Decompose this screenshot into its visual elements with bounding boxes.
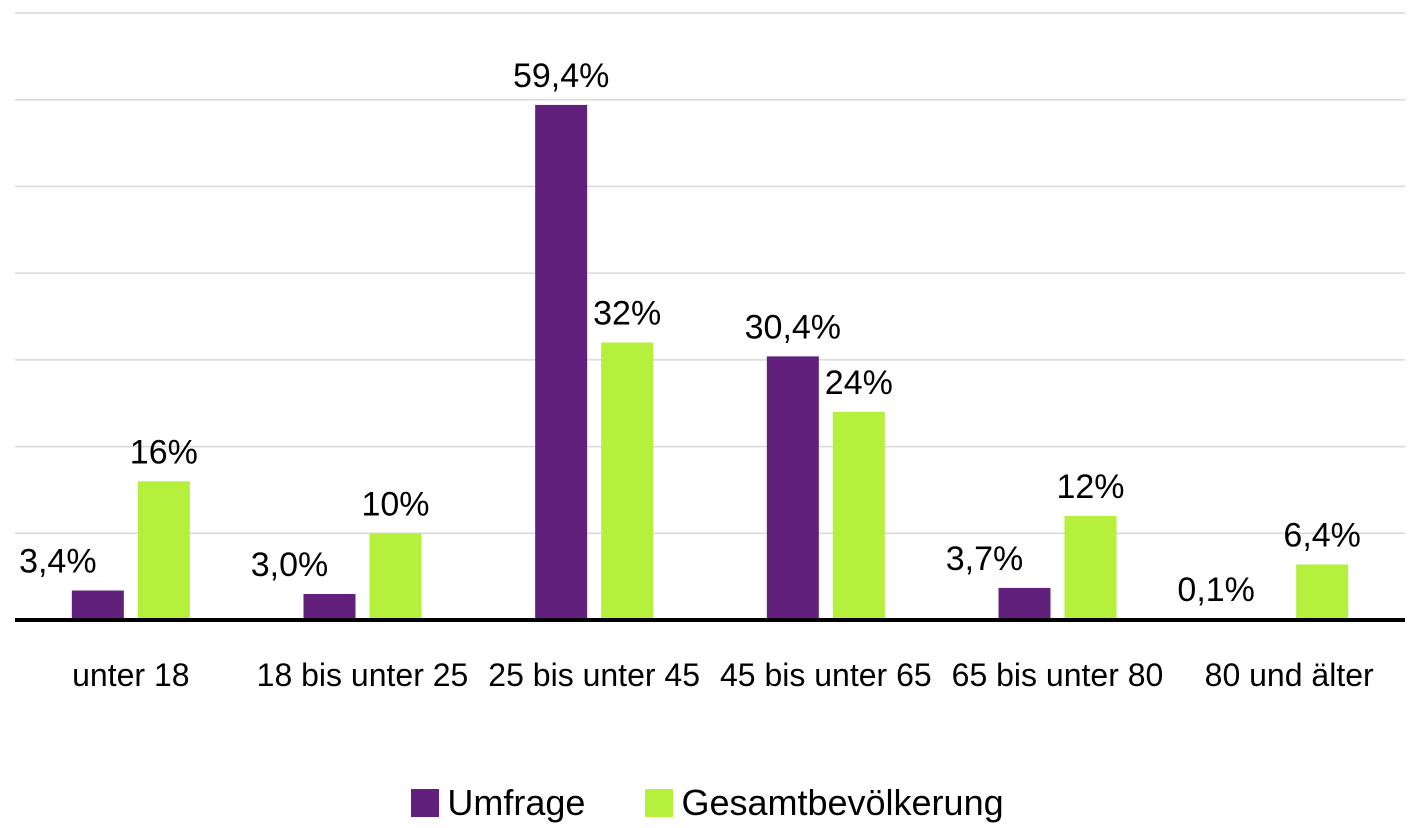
legend-swatch (645, 789, 674, 817)
legend: Umfrage Gesamtbevölkerung (0, 778, 1415, 828)
data-label: 10% (361, 485, 429, 523)
bar (998, 587, 1051, 620)
data-label: 3,7% (946, 540, 1024, 578)
data-label: 30,4% (745, 308, 841, 346)
bar (832, 411, 885, 620)
bar (303, 593, 356, 620)
data-label: 6,4% (1283, 517, 1361, 555)
bar (601, 342, 654, 620)
x-tick-label: 25 bis unter 45 (488, 657, 700, 693)
data-label: 3,0% (251, 546, 329, 584)
legend-item: Umfrage (411, 778, 585, 828)
legend-item: Gesamtbevölkerung (645, 778, 1004, 828)
legend-label: Gesamtbevölkerung (681, 782, 1004, 823)
data-label: 24% (825, 364, 893, 402)
data-label: 12% (1056, 468, 1124, 506)
x-tick-label: 80 und älter (1204, 657, 1374, 693)
x-tick-label: 45 bis unter 65 (719, 657, 932, 693)
bar (766, 356, 819, 620)
bar (1296, 564, 1349, 620)
data-label: 32% (593, 295, 661, 333)
data-label: 16% (130, 433, 198, 471)
data-label: 0,1% (1177, 571, 1255, 609)
data-label: 3,4% (19, 543, 97, 581)
bar (71, 590, 124, 620)
legend-label: Umfrage (447, 782, 586, 823)
x-tick-label: unter 18 (72, 657, 190, 693)
x-tick-label: 18 bis unter 25 (256, 657, 469, 693)
bar (369, 533, 422, 620)
x-tick-label: 65 bis unter 80 (951, 657, 1164, 693)
bar (535, 104, 588, 621)
bar (1064, 515, 1117, 620)
data-label: 59,4% (513, 57, 609, 95)
legend-swatch (411, 789, 440, 817)
bar (137, 481, 190, 620)
